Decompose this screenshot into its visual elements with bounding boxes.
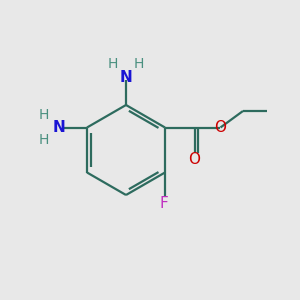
Text: F: F [160, 196, 169, 211]
Text: H: H [107, 57, 118, 71]
Text: N: N [120, 70, 132, 85]
Text: O: O [188, 152, 200, 167]
Text: H: H [38, 108, 49, 122]
Text: N: N [53, 120, 65, 135]
Text: H: H [38, 133, 49, 147]
Text: H: H [134, 57, 144, 71]
Text: O: O [214, 120, 226, 135]
